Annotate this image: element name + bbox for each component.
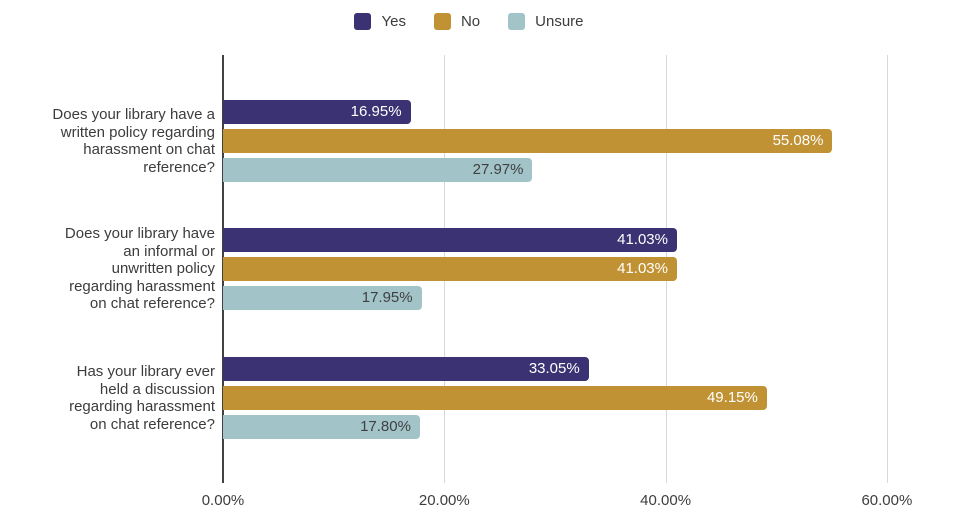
bar-unsure[interactable]: 17.95% xyxy=(223,286,422,310)
legend-item-yes[interactable]: Yes xyxy=(354,13,406,30)
bar-value-label: 33.05% xyxy=(528,360,580,377)
legend-swatch-icon xyxy=(354,13,372,30)
bar-no[interactable]: 41.03% xyxy=(223,257,677,281)
bar-yes[interactable]: 16.95% xyxy=(223,100,411,124)
category-label: Does your library have an informal or un… xyxy=(64,225,215,313)
legend: Yes No Unsure xyxy=(0,13,938,30)
bar-yes[interactable]: 33.05% xyxy=(223,357,589,381)
bar-no[interactable]: 55.08% xyxy=(223,129,833,153)
bar-value-label: 41.03% xyxy=(617,231,668,248)
bar-value-label: 17.80% xyxy=(360,418,411,435)
legend-swatch-icon xyxy=(508,13,526,30)
bar-yes[interactable]: 41.03% xyxy=(223,228,677,252)
bar-value-label: 41.03% xyxy=(617,260,668,277)
x-tick-label: 40.00% xyxy=(640,492,692,509)
x-tick-label: 20.00% xyxy=(418,492,470,509)
x-tick-label: 60.00% xyxy=(861,492,913,509)
bar-value-label: 55.08% xyxy=(772,132,824,149)
bar-unsure[interactable]: 17.80% xyxy=(223,415,420,439)
legend-item-no[interactable]: No xyxy=(433,13,481,30)
legend-label: Yes xyxy=(381,13,406,30)
bar-value-label: 16.95% xyxy=(350,103,402,120)
bar-value-label: 27.97% xyxy=(472,161,524,178)
bar-value-label: 49.15% xyxy=(706,389,758,406)
gridline-60 xyxy=(886,55,888,483)
bar-unsure[interactable]: 27.97% xyxy=(223,158,533,182)
legend-swatch-icon xyxy=(433,13,451,30)
category-label: Does your library have a written policy … xyxy=(52,106,215,176)
legend-label: Unsure xyxy=(535,13,584,30)
bar-no[interactable]: 49.15% xyxy=(223,386,767,410)
legend-item-unsure[interactable]: Unsure xyxy=(508,13,584,30)
x-tick-label: 0.00% xyxy=(201,492,245,509)
legend-label: No xyxy=(460,13,481,30)
bar-value-label: 17.95% xyxy=(361,289,413,306)
category-label: Has your library ever held a discussion … xyxy=(69,363,215,433)
